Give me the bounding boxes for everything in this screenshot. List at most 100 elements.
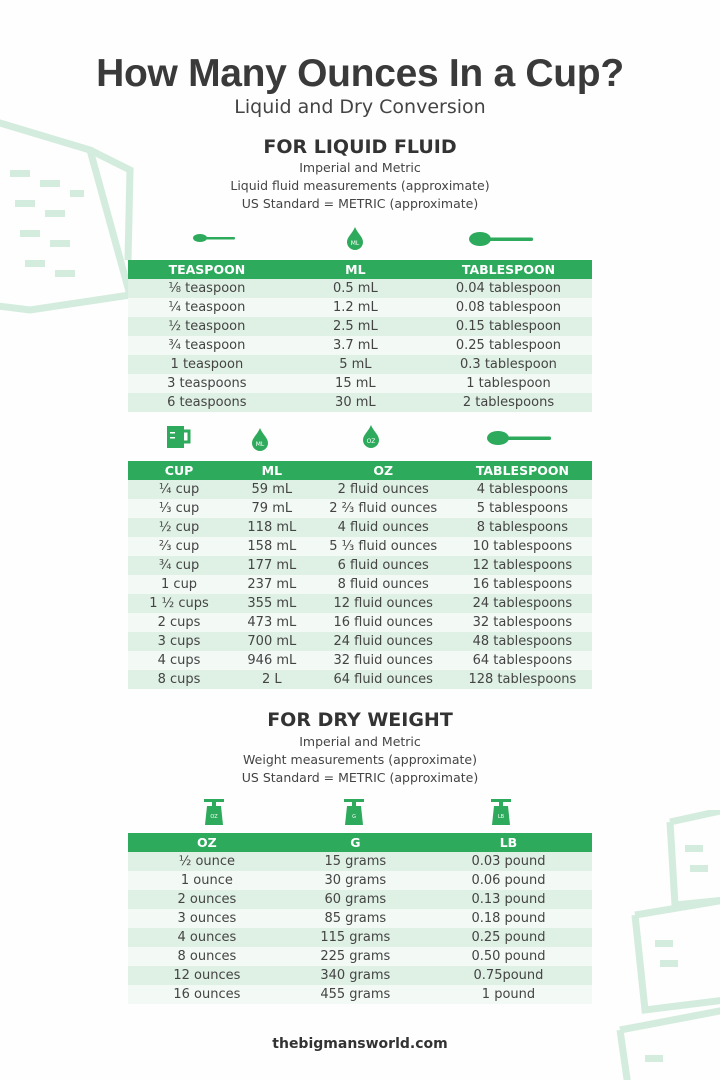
table-cell: 30 mL bbox=[285, 393, 425, 412]
table-cell: 455 grams bbox=[285, 985, 425, 1004]
tablespoon-icon bbox=[487, 431, 551, 445]
svg-text:OZ: OZ bbox=[210, 814, 218, 820]
table-cell: 2 cups bbox=[128, 613, 231, 632]
table-cell: 64 fluid ounces bbox=[313, 670, 453, 689]
table-header-row: TEASPOON ML TABLESPOON bbox=[128, 260, 592, 279]
table-row: 2 cups 473 mL 16 fluid ounces 32 tablespoon… bbox=[128, 613, 592, 632]
table-cell: 3 teaspoons bbox=[128, 374, 286, 393]
liquid-note-1: Imperial and Metric bbox=[299, 160, 421, 175]
table-cell: 3 ounces bbox=[128, 909, 286, 928]
table-cell: 0.3 tablespoon bbox=[424, 355, 592, 374]
column-header: LB bbox=[424, 833, 592, 852]
table-cell: 8 cups bbox=[128, 670, 231, 689]
table-cell: 3 cups bbox=[128, 632, 231, 651]
table-row: ½ cup 118 mL 4 fluid ounces 8 tablespoons bbox=[128, 518, 592, 537]
page-title: How Many Ounces In a Cup? bbox=[96, 52, 624, 95]
column-header: ML bbox=[285, 260, 425, 279]
dry-note-1: Imperial and Metric bbox=[299, 734, 421, 749]
table-cell: 4 tablespoons bbox=[452, 480, 592, 499]
table-cell: ½ teaspoon bbox=[128, 317, 286, 336]
table-cell: 2 L bbox=[230, 670, 314, 689]
table-row: 1 cup 237 mL 8 fluid ounces 16 tablespoons bbox=[128, 575, 592, 594]
table-cell: 8 fluid ounces bbox=[313, 575, 453, 594]
table-row: ¼ teaspoon 1.2 mL 0.08 tablespoon bbox=[128, 298, 592, 317]
table-cell: 1 ½ cups bbox=[128, 594, 231, 613]
column-header: ML bbox=[230, 461, 314, 480]
dry-section-heading: FOR DRY WEIGHT bbox=[267, 709, 453, 731]
table-cell: 32 fluid ounces bbox=[313, 651, 453, 670]
table-cell: 0.18 pound bbox=[424, 909, 592, 928]
table-cell: 12 tablespoons bbox=[452, 556, 592, 575]
teaspoon-icon bbox=[193, 234, 235, 242]
table-cell: 177 mL bbox=[230, 556, 314, 575]
table-cell: 0.5 mL bbox=[285, 279, 425, 298]
table-cell: 1 cup bbox=[128, 575, 231, 594]
table-cell: 2 ounces bbox=[128, 890, 286, 909]
table-cell: ¾ teaspoon bbox=[128, 336, 286, 355]
table-cell: 1.2 mL bbox=[285, 298, 425, 317]
table-cell: ¼ cup bbox=[128, 480, 231, 499]
table-cell: 16 tablespoons bbox=[452, 575, 592, 594]
liquid-section-heading: FOR LIQUID FLUID bbox=[263, 136, 457, 158]
table-row: ⅛ teaspoon 0.5 mL 0.04 tablespoon bbox=[128, 279, 592, 298]
table-cell: 473 mL bbox=[230, 613, 314, 632]
table-cell: 5 mL bbox=[285, 355, 425, 374]
table-row: ¾ teaspoon 3.7 mL 0.25 tablespoon bbox=[128, 336, 592, 355]
column-header: G bbox=[285, 833, 425, 852]
table-row: 8 cups 2 L 64 fluid ounces 128 tablespoons bbox=[128, 670, 592, 689]
table-cell: 15 grams bbox=[285, 852, 425, 871]
svg-text:ML: ML bbox=[256, 441, 265, 448]
table-row: 4 cups 946 mL 32 fluid ounces 64 tablespoon… bbox=[128, 651, 592, 670]
table-cell: 6 teaspoons bbox=[128, 393, 286, 412]
scale-lb-icon: LB bbox=[491, 799, 511, 825]
measuring-cup-icon bbox=[167, 426, 191, 448]
table-cell: 340 grams bbox=[285, 966, 425, 985]
svg-text:G: G bbox=[352, 814, 356, 820]
table-cell: 2 tablespoons bbox=[424, 393, 592, 412]
table-cell: ⅔ cup bbox=[128, 537, 231, 556]
table-cell: 5 tablespoons bbox=[452, 499, 592, 518]
table-cell: 12 fluid ounces bbox=[313, 594, 453, 613]
table-row: 16 ounces 455 grams 1 pound bbox=[128, 985, 592, 1004]
column-header: OZ bbox=[128, 833, 286, 852]
table-cell: 1 pound bbox=[424, 985, 592, 1004]
table-row: 3 ounces 85 grams 0.18 pound bbox=[128, 909, 592, 928]
decorative-boxes-illustration bbox=[616, 810, 720, 1080]
table-cell: 79 mL bbox=[230, 499, 314, 518]
table-row: 6 teaspoons 30 mL 2 tablespoons bbox=[128, 393, 592, 412]
cup-ml-oz-tablespoon-table: CUP ML OZ TABLESPOON ¼ cup 59 mL 2 fluid ounce… bbox=[128, 461, 592, 689]
table-cell: 1 ounce bbox=[128, 871, 286, 890]
table-cell: 6 fluid ounces bbox=[313, 556, 453, 575]
table-cell: 3.7 mL bbox=[285, 336, 425, 355]
table-row: ⅓ cup 79 mL 2 ⅔ fluid ounces 5 tablespoons bbox=[128, 499, 592, 518]
table-cell: 2 fluid ounces bbox=[313, 480, 453, 499]
table-cell: 64 tablespoons bbox=[452, 651, 592, 670]
column-header: OZ bbox=[313, 461, 453, 480]
tablespoon-icon bbox=[469, 232, 533, 246]
table-cell: 32 tablespoons bbox=[452, 613, 592, 632]
table-cell: 5 ⅓ fluid ounces bbox=[313, 537, 453, 556]
table-cell: 0.15 tablespoon bbox=[424, 317, 592, 336]
table-cell: 0.13 pound bbox=[424, 890, 592, 909]
table-cell: 0.25 pound bbox=[424, 928, 592, 947]
column-header: CUP bbox=[128, 461, 231, 480]
oz-drop-icon: OZ bbox=[363, 425, 379, 448]
table-cell: 0.04 tablespoon bbox=[424, 279, 592, 298]
table-cell: 8 tablespoons bbox=[452, 518, 592, 537]
table-cell: 128 tablespoons bbox=[452, 670, 592, 689]
ml-drop-icon: ML bbox=[347, 227, 363, 250]
table-row: 8 ounces 225 grams 0.50 pound bbox=[128, 947, 592, 966]
table-cell: 1 teaspoon bbox=[128, 355, 286, 374]
table-cell: 225 grams bbox=[285, 947, 425, 966]
table-row: 12 ounces 340 grams 0.75pound bbox=[128, 966, 592, 985]
table-header-row: OZ G LB bbox=[128, 833, 592, 852]
table-cell: 10 tablespoons bbox=[452, 537, 592, 556]
scale-g-icon: G bbox=[344, 799, 364, 825]
table-cell: ½ cup bbox=[128, 518, 231, 537]
table-cell: 237 mL bbox=[230, 575, 314, 594]
dry-note-2: Weight measurements (approximate) bbox=[243, 752, 477, 767]
scale-oz-icon: OZ bbox=[204, 799, 224, 825]
svg-text:OZ: OZ bbox=[367, 438, 376, 445]
table-cell: 16 fluid ounces bbox=[313, 613, 453, 632]
table-row: ½ ounce 15 grams 0.03 pound bbox=[128, 852, 592, 871]
